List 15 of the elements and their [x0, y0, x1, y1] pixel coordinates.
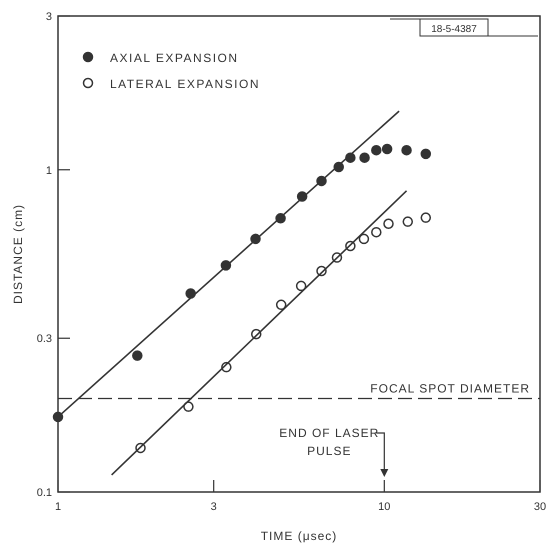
- y-tick-label: 0.1: [36, 487, 52, 499]
- legend-label: LATERAL EXPANSION: [110, 77, 260, 91]
- y-tick-label: 3: [46, 11, 52, 23]
- x-axis-title: TIME (μsec): [260, 529, 338, 543]
- annotation: 18-5-4387: [431, 24, 478, 35]
- x-tick-label: 10: [378, 501, 390, 513]
- x-tick-label: 30: [534, 501, 546, 513]
- annotation: END OF LASER PULSE: [279, 426, 380, 458]
- x-tick-label: 3: [210, 501, 217, 513]
- ref-line-label: FOCAL SPOT DIAMETER: [370, 382, 530, 396]
- y-axis-title: DISTANCE (cm): [11, 204, 25, 304]
- x-tick-label: 1: [54, 501, 62, 513]
- y-tick-label: 1: [46, 164, 52, 177]
- legend-label: AXIAL EXPANSION: [110, 51, 239, 65]
- y-tick-label: 0.3: [36, 333, 52, 346]
